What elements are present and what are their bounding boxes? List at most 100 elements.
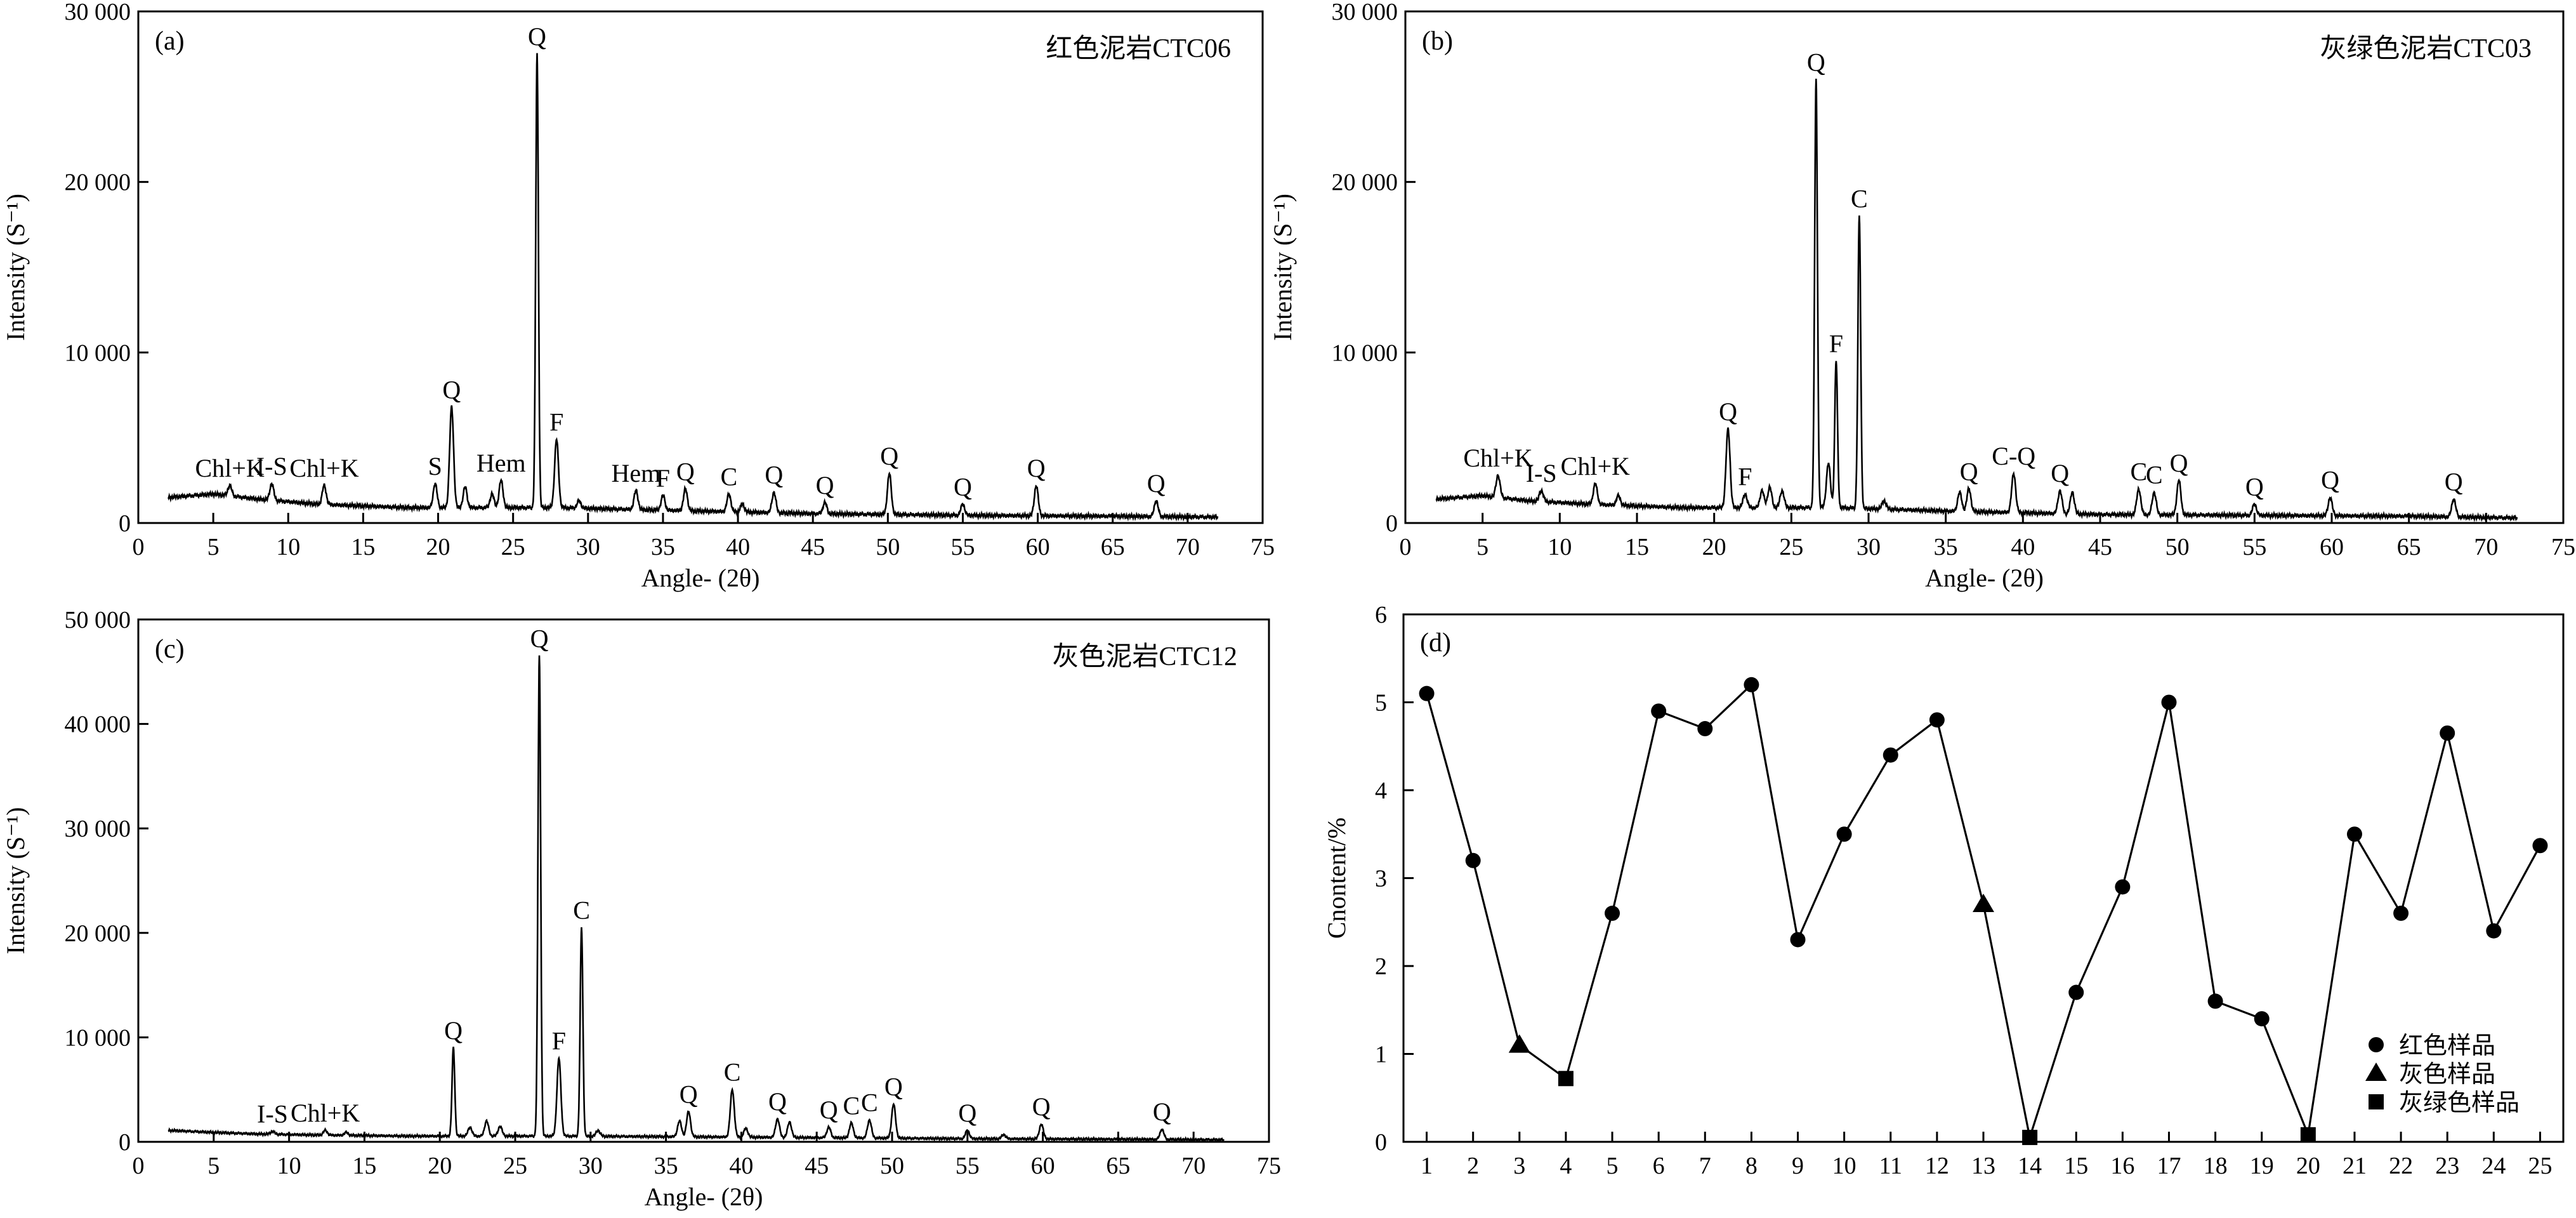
peak-label: Q <box>1960 457 1978 486</box>
y-axis-label: Cnontent/% <box>1322 818 1351 939</box>
x-tick-label: 7 <box>1699 1153 1711 1179</box>
x-tick-label: 55 <box>956 1153 980 1179</box>
x-tick-label: 35 <box>651 534 675 560</box>
plot-frame <box>137 618 1270 1143</box>
x-tick-label: 14 <box>2018 1153 2042 1179</box>
x-tick-label: 30 <box>1856 534 1881 560</box>
y-tick-label: 10 000 <box>65 1024 131 1051</box>
y-tick-label: 30 000 <box>65 0 131 25</box>
peak-label: F <box>1829 329 1843 358</box>
x-tick-label: 18 <box>2204 1153 2228 1179</box>
peak-label: Q <box>884 1073 903 1101</box>
x-tick-label: 6 <box>1653 1153 1665 1179</box>
x-tick-label: 20 <box>2296 1153 2320 1179</box>
x-tick-label: 75 <box>1251 534 1275 560</box>
peak-label: Q <box>2051 459 2069 487</box>
x-tick-label: 15 <box>2064 1153 2088 1179</box>
peak-label: Q <box>1807 48 1825 76</box>
x-tick-label: 60 <box>2320 534 2344 560</box>
x-tick-label: 70 <box>2474 534 2498 560</box>
data-point <box>1744 677 1759 692</box>
legend-marker <box>2369 1094 2384 1109</box>
data-point <box>1836 826 1852 842</box>
x-tick-label: 2 <box>1467 1153 1479 1179</box>
x-tick-label: 70 <box>1176 534 1200 560</box>
legend-marker <box>2369 1037 2384 1052</box>
panel-label: (c) <box>155 635 185 664</box>
x-axis-label: Angle- (2θ) <box>645 1182 763 1211</box>
peak-label: I-S <box>256 452 287 480</box>
xrd-pattern-line <box>168 655 1225 1143</box>
peak-label: C <box>2130 457 2147 486</box>
peak-label: Q <box>2445 467 2463 496</box>
y-tick-label: 10 000 <box>65 340 131 366</box>
peak-label: Q <box>958 1099 976 1127</box>
x-tick-label: 65 <box>1101 534 1125 560</box>
data-point <box>1605 905 1620 921</box>
y-tick-label: 2 <box>1375 953 1387 980</box>
peak-label: Q <box>1032 1092 1051 1121</box>
xrd-pattern-line <box>168 53 1219 522</box>
peak-label: C <box>721 462 738 491</box>
peak-label: Q <box>444 1016 463 1045</box>
peak-label: Chl+K <box>1463 444 1532 472</box>
peak-label: Q <box>820 1096 838 1124</box>
y-tick-label: 0 <box>1386 510 1398 537</box>
peak-label: F <box>552 1026 566 1055</box>
peak-label: Chl+K <box>1561 452 1630 480</box>
x-tick-label: 0 <box>133 1153 145 1179</box>
data-point <box>2346 826 2362 842</box>
peak-label: Hem <box>476 449 526 477</box>
xrd-panel-b: 0 5 10 15 20 25 30 35 40 45 50 55 60 65 70 75 0 10 000 20 … <box>1268 0 2575 592</box>
x-tick-label: 50 <box>2165 534 2190 560</box>
data-point <box>2440 725 2455 741</box>
data-point <box>2486 923 2502 939</box>
x-tick-label: 45 <box>2088 534 2112 560</box>
x-tick-label: 15 <box>352 1153 376 1179</box>
peak-label: Q <box>2321 466 2339 494</box>
data-point <box>2532 838 2548 854</box>
x-tick-label: 10 <box>1832 1153 1856 1179</box>
x-tick-label: 25 <box>1779 534 1803 560</box>
data-point <box>1558 1071 1574 1087</box>
peak-label: Q <box>1153 1097 1171 1126</box>
peak-label: Q <box>528 22 546 51</box>
xrd-panel-a: 0 5 10 15 20 25 30 35 40 45 50 55 60 65 70 75 0 10 000 20 … <box>1 0 1275 592</box>
x-tick-label: 17 <box>2157 1153 2181 1179</box>
x-tick-label: 25 <box>2528 1153 2552 1179</box>
y-tick-label: 10 000 <box>1332 340 1398 366</box>
peak-label: Q <box>2245 472 2264 501</box>
x-tick-label: 23 <box>2435 1153 2459 1179</box>
y-tick-label: 4 <box>1375 778 1387 804</box>
x-tick-label: 0 <box>1400 534 1412 560</box>
peak-label: F <box>549 407 563 436</box>
peak-label: C <box>724 1058 741 1087</box>
legend-label: 灰绿色样品 <box>2399 1090 2520 1116</box>
x-tick-label: 3 <box>1513 1153 1525 1179</box>
peak-label: Q <box>954 472 972 501</box>
peak-label: Q <box>676 457 695 486</box>
x-tick-label: 24 <box>2481 1153 2506 1179</box>
data-point <box>2207 993 2223 1009</box>
panel-label: (d) <box>1420 628 1451 658</box>
x-tick-label: 10 <box>276 534 300 560</box>
peak-label: F <box>656 464 670 493</box>
x-tick-label: 25 <box>503 1153 527 1179</box>
y-tick-label: 6 <box>1375 602 1387 628</box>
y-tick-label: 0 <box>1375 1129 1387 1156</box>
x-tick-label: 55 <box>950 534 975 560</box>
plot-frame <box>137 10 1264 524</box>
peak-label: C <box>573 896 590 925</box>
peak-label: Q <box>1719 397 1737 426</box>
x-tick-label: 21 <box>2343 1153 2367 1179</box>
x-tick-label: 75 <box>1257 1153 1281 1179</box>
x-tick-label: 35 <box>654 1153 678 1179</box>
x-tick-label: 1 <box>1421 1153 1433 1179</box>
x-tick-label: 30 <box>576 534 600 560</box>
peak-label: I-S <box>1526 459 1557 487</box>
y-tick-label: 20 000 <box>65 920 131 947</box>
peak-label: Q <box>880 442 898 470</box>
x-tick-label: 5 <box>1607 1153 1619 1179</box>
x-tick-label: 40 <box>2011 534 2035 560</box>
